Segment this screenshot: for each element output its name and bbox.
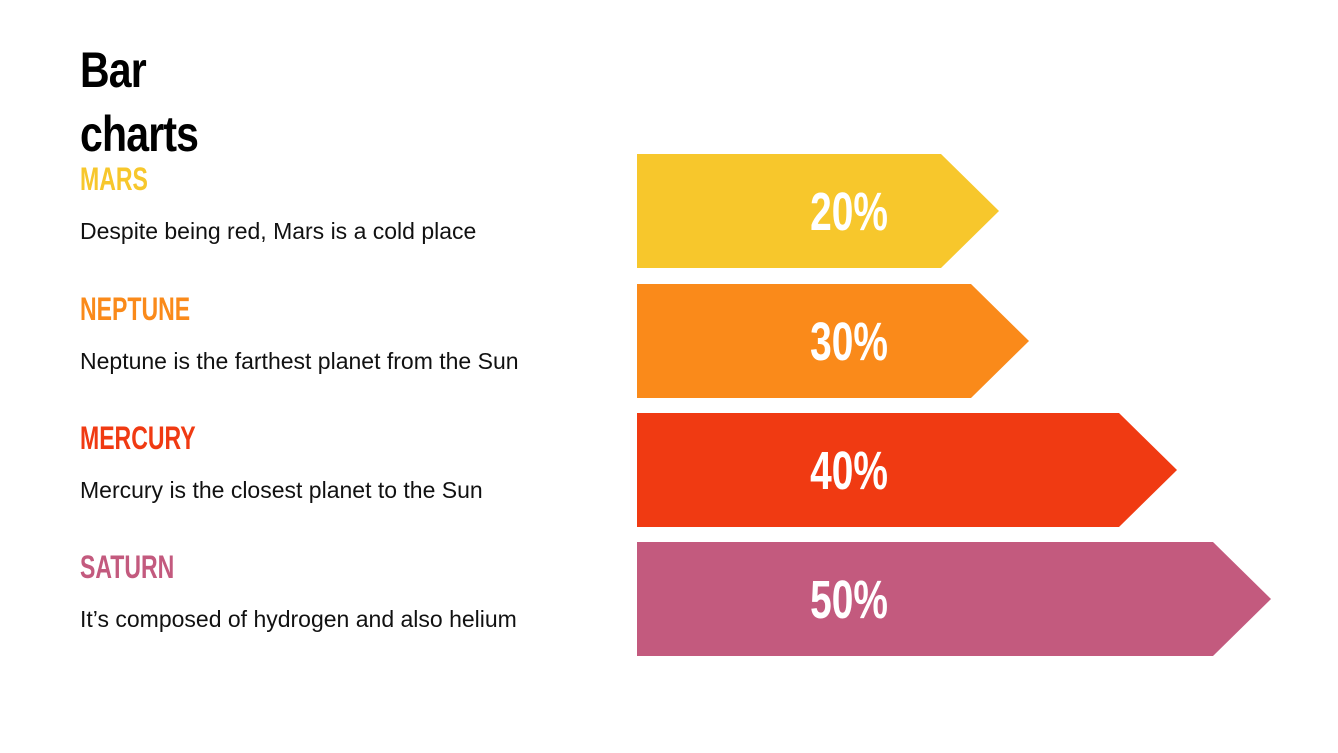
- category-description: It’s composed of hydrogen and also heliu…: [80, 606, 517, 632]
- bar-mercury: [637, 413, 1177, 527]
- category-name: MERCURY: [80, 420, 196, 456]
- legend-item: MARS Despite being red, Mars is a cold pl…: [80, 161, 476, 245]
- title-line-2: charts: [80, 106, 199, 162]
- bar-saturn: [637, 542, 1271, 656]
- page-title: Bar charts: [80, 38, 199, 166]
- category-name: NEPTUNE: [80, 291, 191, 327]
- bar-mars: [637, 154, 999, 268]
- data-label: 50%: [810, 569, 888, 630]
- category-name: SATURN: [80, 549, 175, 585]
- legend-item: NEPTUNE Neptune is the farthest planet fr…: [80, 291, 519, 375]
- category-description: Mercury is the closest planet to the Sun: [80, 477, 483, 503]
- legend-item: MERCURY Mercury is the closest planet to …: [80, 420, 483, 504]
- bar-neptune: [637, 284, 1029, 398]
- title-line-1: Bar: [80, 42, 147, 98]
- category-description: Neptune is the farthest planet from the …: [80, 348, 519, 374]
- data-label: 30%: [810, 311, 888, 372]
- legend-item: SATURN It’s composed of hydrogen and also…: [80, 549, 517, 633]
- category-name: MARS: [80, 161, 148, 197]
- data-label: 40%: [810, 440, 888, 501]
- category-description: Despite being red, Mars is a cold place: [80, 218, 477, 244]
- data-label: 20%: [810, 181, 888, 242]
